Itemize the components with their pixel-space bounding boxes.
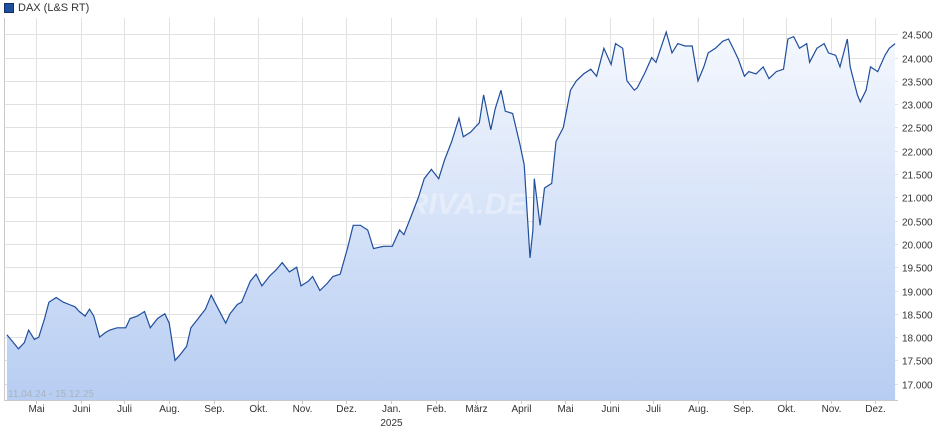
x-tick-label: Feb. [426, 404, 446, 415]
y-tick-label: 21.500 [902, 171, 933, 182]
y-tick-label: 19.000 [902, 288, 933, 299]
x-tick-label: Juni [601, 404, 619, 415]
x-axis: Mai Juni Juli Aug. Sep. Okt. Nov. Dez. Jan. Feb. M… [28, 400, 886, 429]
watermark: ARIVA.DE [384, 188, 527, 221]
chart-legend: DAX (L&S RT) [4, 1, 89, 15]
x-tick-label: Dez. [336, 404, 357, 415]
y-tick-label: 17.500 [902, 357, 933, 368]
x-tick-label: Sep. [204, 404, 225, 415]
x-tick-label: Mai [28, 404, 44, 415]
x-tick-label: Juni [72, 404, 90, 415]
y-tick-label: 19.500 [902, 264, 933, 275]
y-tick-label: 24.000 [902, 55, 933, 66]
y-tick-label: 22.000 [902, 148, 933, 159]
x-tick-label: Nov. [293, 404, 313, 415]
x-tick-label: Okt. [777, 404, 795, 415]
y-tick-label: 22.500 [902, 124, 933, 135]
y-axis: 17.000 17.500 18.000 18.500 19.000 19.500 20.0… [902, 31, 933, 392]
y-tick-label: 18.000 [902, 334, 933, 345]
x-tick-label: Juli [117, 404, 132, 415]
x-tick-label: Jan. [382, 404, 401, 415]
x-tick-label: Aug. [159, 404, 180, 415]
y-tick-label: 23.500 [902, 78, 933, 89]
series-line [6, 29, 896, 362]
y-tick-label: 20.500 [902, 218, 933, 229]
x-tick-label: Dez. [865, 404, 886, 415]
y-tick-label: 18.500 [902, 311, 933, 322]
y-tick-label: 23.000 [902, 101, 933, 112]
legend-swatch [4, 3, 14, 13]
series-area [6, 32, 896, 400]
x-tick-label: März [465, 404, 487, 415]
x-year-label: 2025 [380, 418, 403, 429]
y-tick-label: 21.000 [902, 194, 933, 205]
y-tick-label: 24.500 [902, 31, 933, 42]
x-tick-label: Okt. [249, 404, 267, 415]
x-tick-label: Juli [646, 404, 661, 415]
x-tick-label: Mai [557, 404, 573, 415]
x-tick-label: Aug. [688, 404, 709, 415]
x-tick-label: Sep. [733, 404, 754, 415]
date-range-label: 11.04.24 - 15.12.25 [8, 389, 94, 400]
legend-label: DAX (L&S RT) [18, 2, 90, 14]
y-tick-label: 20.000 [902, 241, 933, 252]
x-tick-label: Nov. [822, 404, 842, 415]
x-tick-label: April [511, 404, 531, 415]
y-tick-label: 17.000 [902, 381, 933, 392]
